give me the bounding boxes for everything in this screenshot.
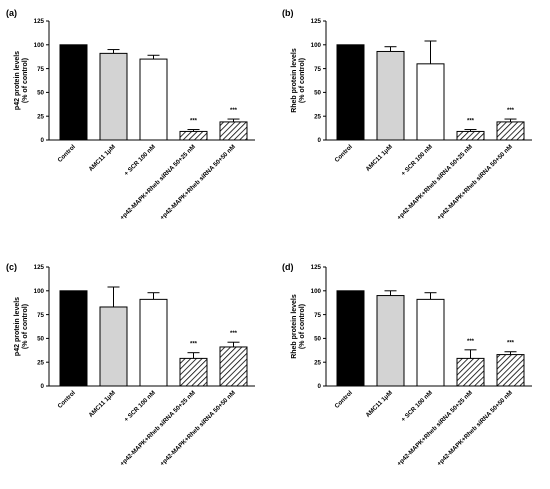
significance-label: *** bbox=[467, 119, 475, 125]
category-label: Control bbox=[333, 389, 354, 410]
category-label: + SCR 100 nM bbox=[123, 143, 157, 177]
bar-1 bbox=[59, 290, 88, 387]
y-tick-label: 0 bbox=[41, 137, 45, 144]
bar-5 bbox=[496, 121, 525, 141]
category-label: AMC11 1μM bbox=[87, 389, 117, 419]
category-label: + SCR 100 nM bbox=[123, 389, 157, 423]
significance-label: *** bbox=[230, 108, 238, 114]
panel-label: (d) bbox=[282, 262, 294, 272]
category-label: +p42-MAPK+Rheb siRNA 50+50 nM bbox=[159, 143, 237, 221]
category-label: AMC11 1μM bbox=[364, 389, 394, 419]
bar-3 bbox=[416, 63, 445, 141]
y-tick-label: 25 bbox=[314, 359, 321, 366]
category-label: +p42-MAPK+Rheb siRNA 50+25 nM bbox=[119, 389, 197, 467]
bar-1 bbox=[59, 44, 88, 141]
y-tick-label: 75 bbox=[314, 312, 321, 319]
y-tick-label: 25 bbox=[37, 359, 44, 366]
y-tick-label: 25 bbox=[314, 113, 321, 120]
category-label: + SCR 100 nM bbox=[400, 389, 434, 423]
y-tick-label: 125 bbox=[311, 18, 322, 25]
significance-label: *** bbox=[230, 331, 238, 337]
category-label: +p42-MAPK+Rheb siRNA 50+25 nM bbox=[396, 389, 474, 467]
chart-panel-3: (c) p42 protein levels (% of control) 0 25 50… bbox=[6, 262, 255, 468]
y-tick-label: 100 bbox=[34, 288, 45, 295]
panel-label: (c) bbox=[6, 262, 17, 272]
significance-label: *** bbox=[507, 108, 515, 114]
category-label: +p42-MAPK+Rheb siRNA 50+25 nM bbox=[119, 143, 197, 221]
y-tick-label: 125 bbox=[311, 264, 322, 271]
bar-1 bbox=[336, 290, 365, 387]
bar-4 bbox=[179, 357, 208, 387]
y-axis-title: p42 protein levels bbox=[14, 297, 21, 356]
y-tick-label: 0 bbox=[318, 383, 322, 390]
panel-label: (a) bbox=[6, 8, 17, 18]
y-axis-title: (% of control) bbox=[22, 304, 29, 349]
y-axis-title: (% of control) bbox=[299, 58, 306, 103]
bar-1 bbox=[336, 44, 365, 141]
y-tick-label: 125 bbox=[34, 18, 45, 25]
bar-3 bbox=[139, 298, 168, 387]
significance-label: *** bbox=[190, 342, 198, 348]
bar-5 bbox=[496, 354, 525, 387]
significance-label: *** bbox=[467, 339, 475, 345]
category-label: +p42-MAPK+Rheb siRNA 50+25 nM bbox=[396, 143, 474, 221]
bar-2 bbox=[376, 50, 405, 141]
category-label: +p42-MAPK+Rheb siRNA 50+50 nM bbox=[436, 389, 514, 467]
category-label: Control bbox=[56, 389, 77, 410]
bar-3 bbox=[416, 298, 445, 387]
y-axis-title: (% of control) bbox=[22, 58, 29, 103]
y-tick-label: 75 bbox=[314, 66, 321, 73]
y-axis-title: (% of control) bbox=[299, 304, 306, 349]
y-tick-label: 75 bbox=[37, 66, 44, 73]
y-tick-label: 0 bbox=[41, 383, 45, 390]
bar-4 bbox=[456, 357, 485, 387]
category-label: Control bbox=[56, 143, 77, 164]
bar-2 bbox=[99, 306, 128, 387]
y-tick-label: 125 bbox=[34, 264, 45, 271]
chart-panel-4: (d) Rheb protein levels (% of control) 0 25 5… bbox=[282, 262, 532, 468]
y-tick-label: 25 bbox=[37, 113, 44, 120]
bar-2 bbox=[376, 295, 405, 387]
y-tick-label: 50 bbox=[37, 90, 44, 97]
bar-5 bbox=[219, 346, 248, 387]
y-axis-title: Rheb protein levels bbox=[291, 294, 298, 359]
bar-5 bbox=[219, 121, 248, 141]
category-label: +p42-MAPK+Rheb siRNA 50+50 nM bbox=[159, 389, 237, 467]
y-tick-label: 0 bbox=[318, 137, 322, 144]
y-axis-title: Rheb protein levels bbox=[291, 48, 298, 113]
category-label: + SCR 100 nM bbox=[400, 143, 434, 177]
category-label: AMC11 1μM bbox=[87, 143, 117, 173]
bar-4 bbox=[179, 130, 208, 141]
y-tick-label: 50 bbox=[37, 336, 44, 343]
category-label: AMC11 1μM bbox=[364, 143, 394, 173]
significance-label: *** bbox=[190, 119, 198, 125]
bar-3 bbox=[139, 58, 168, 141]
bar-4 bbox=[456, 130, 485, 141]
y-tick-label: 100 bbox=[34, 42, 45, 49]
significance-label: *** bbox=[507, 341, 515, 347]
category-label: +p42-MAPK+Rheb siRNA 50+50 nM bbox=[436, 143, 514, 221]
y-tick-label: 100 bbox=[311, 288, 322, 295]
y-tick-label: 75 bbox=[37, 312, 44, 319]
panel-label: (b) bbox=[282, 8, 294, 18]
bar-2 bbox=[99, 52, 128, 141]
chart-panel-2: (b) Rheb protein levels (% of control) 0 25 5… bbox=[282, 8, 532, 222]
y-tick-label: 50 bbox=[314, 90, 321, 97]
chart-panel-1: (a) p42 protein levels (% of control) 0 25 50… bbox=[6, 8, 255, 222]
y-tick-label: 100 bbox=[311, 42, 322, 49]
category-label: Control bbox=[333, 143, 354, 164]
y-axis-title: p42 protein levels bbox=[14, 51, 21, 110]
y-tick-label: 50 bbox=[314, 336, 321, 343]
